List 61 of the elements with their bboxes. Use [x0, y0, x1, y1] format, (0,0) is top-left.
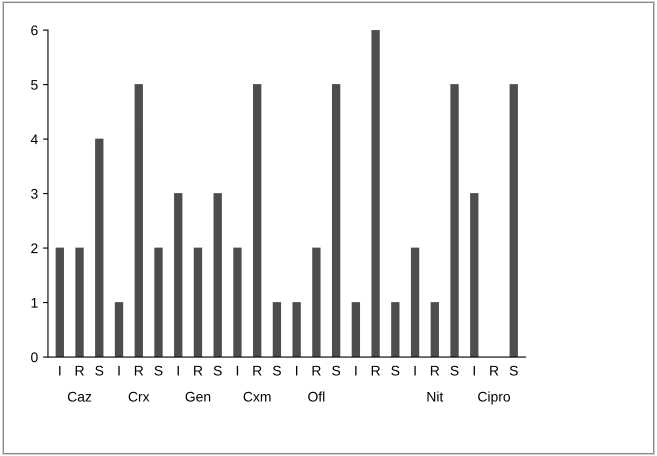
x-tick-label: R	[372, 366, 380, 376]
bar	[75, 248, 84, 358]
x-tick-label: S	[95, 366, 104, 376]
text: Ofl	[308, 391, 324, 402]
bar	[292, 302, 301, 358]
y-tick-label: 3	[31, 188, 38, 199]
bar	[134, 84, 143, 358]
x-tick-label: I	[474, 366, 475, 376]
bar	[253, 84, 262, 358]
bar	[272, 302, 282, 358]
bar	[510, 84, 518, 358]
text: Crx	[128, 392, 150, 402]
bar	[430, 302, 439, 358]
x-tick-label: I	[118, 366, 120, 376]
x-tick-label: R	[253, 366, 262, 376]
y-tick-label: 6	[31, 25, 38, 36]
text: Cipro	[478, 391, 510, 404]
bar	[312, 248, 321, 358]
x-tick-label: S	[272, 366, 281, 376]
y-tick-label: 1	[32, 298, 38, 308]
bar	[154, 248, 163, 358]
bar	[391, 302, 400, 358]
bar	[114, 302, 124, 358]
text: Nit	[427, 391, 444, 402]
text: Gen	[186, 392, 210, 402]
y-tick-label: 0	[31, 352, 38, 362]
x-tick-label: R	[194, 366, 202, 376]
x-tick-label: R	[312, 366, 321, 376]
y-tick-label: 4	[30, 134, 38, 144]
x-tick-label: I	[355, 366, 357, 376]
text: Cxm	[244, 392, 271, 402]
bar	[56, 248, 64, 358]
bar	[470, 193, 478, 358]
x-tick-label: R	[430, 366, 440, 376]
x-tick-label: S	[391, 366, 400, 376]
bar	[332, 84, 340, 358]
bar	[174, 193, 182, 358]
bar	[352, 302, 360, 358]
x-tick-label: S	[450, 366, 459, 376]
x-tick-label: S	[332, 366, 340, 376]
x-tick-label: S	[214, 366, 222, 376]
x-tick-label: I	[414, 366, 416, 376]
x-tick-label: I	[236, 366, 238, 376]
x-tick-label: R	[76, 366, 84, 376]
x-tick-label: I	[178, 366, 179, 376]
x-tick-label: R	[490, 366, 498, 376]
y-tick-label: 5	[31, 80, 38, 90]
bar	[371, 30, 380, 358]
x-tick-label: R	[134, 366, 144, 376]
x-tick-label: S	[154, 366, 162, 376]
bar	[95, 138, 104, 358]
bar	[194, 248, 202, 358]
x-tick-label: I	[296, 366, 298, 376]
y-tick-label: 2	[31, 243, 38, 254]
text: Caz	[68, 392, 92, 402]
bar	[410, 248, 420, 358]
bar	[214, 193, 222, 358]
x-tick-label: I	[59, 366, 60, 376]
bar	[233, 248, 242, 358]
x-tick-label: S	[510, 366, 518, 376]
bar	[450, 84, 459, 358]
